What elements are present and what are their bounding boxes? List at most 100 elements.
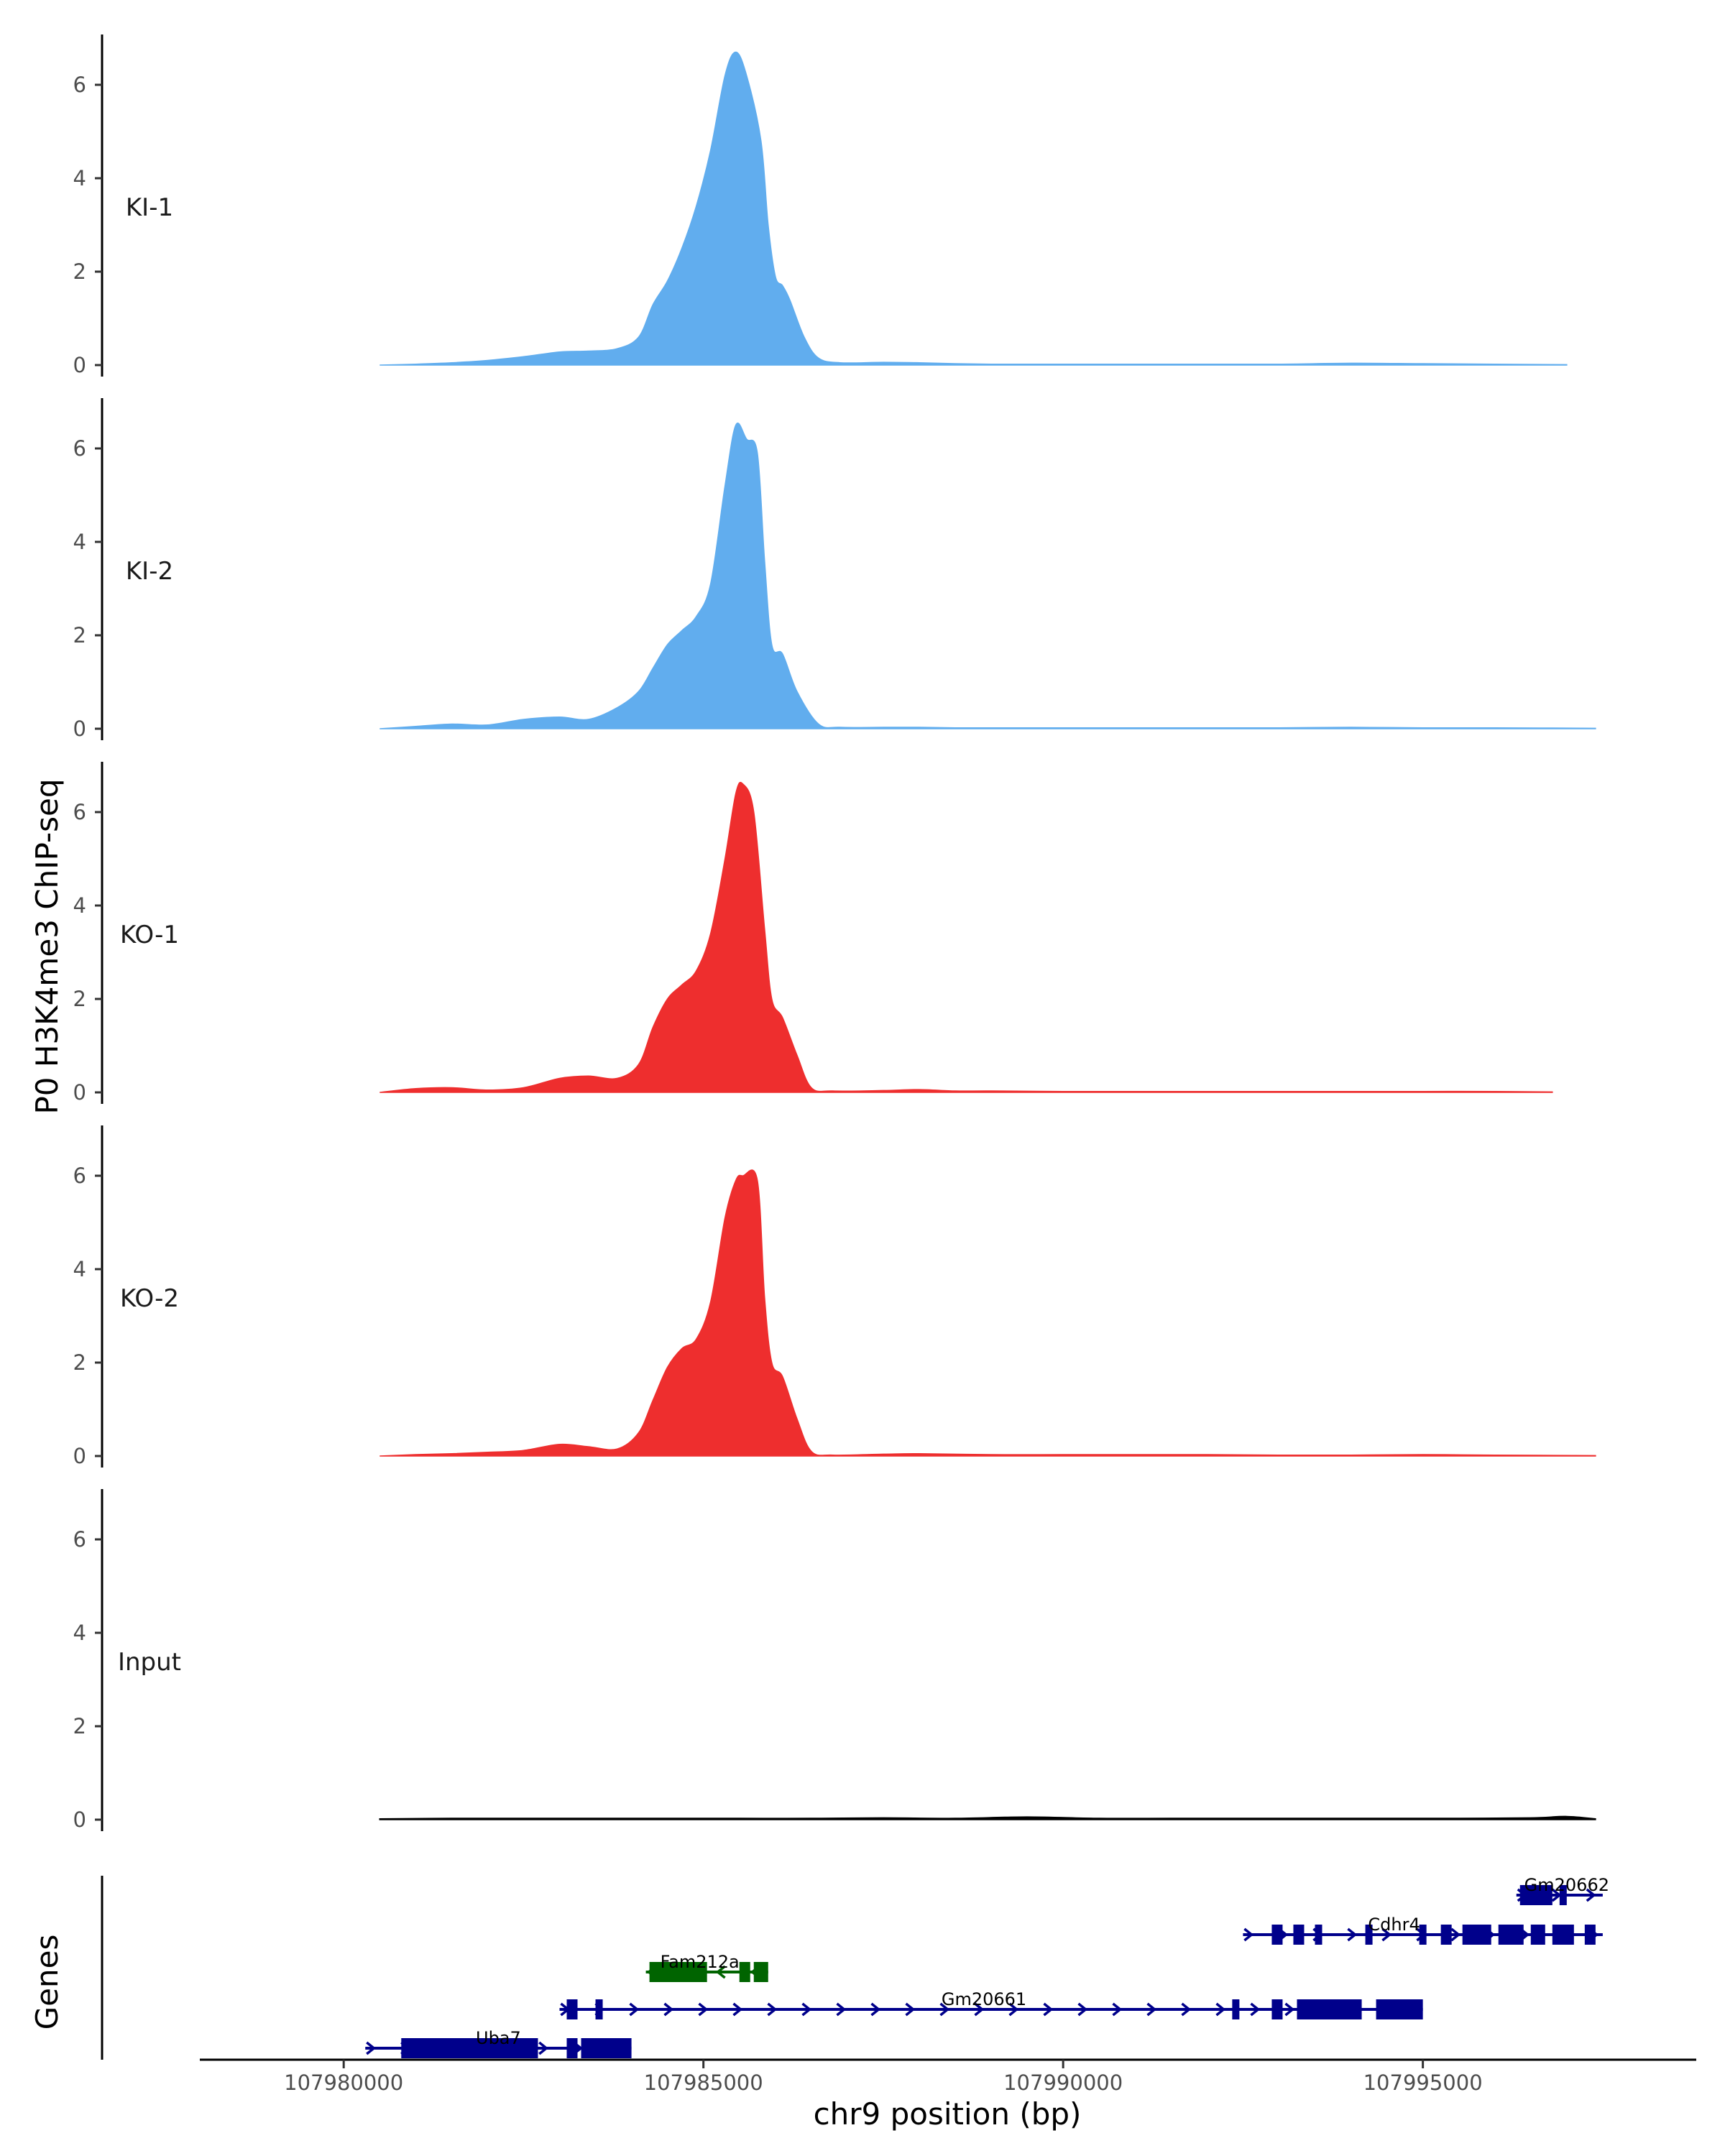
gene-exon <box>1365 1925 1373 1945</box>
strand-arrow <box>663 2002 674 2017</box>
strand-arrow <box>1215 2002 1226 2017</box>
track-label: Input <box>118 1648 181 1677</box>
strand-arrow <box>1181 2002 1192 2017</box>
gene-exon <box>753 1962 768 1982</box>
gene-exon <box>401 2038 538 2058</box>
gene-exon <box>581 2038 632 2058</box>
track-input: 0 2 4 6 Input <box>73 1489 1596 1832</box>
y-tick-label: 4 <box>73 166 86 190</box>
gene-exon <box>649 1962 707 1982</box>
strand-arrow <box>974 2002 985 2017</box>
y-tick-label: 6 <box>73 1164 86 1188</box>
gene-exon <box>1552 1925 1574 1945</box>
track-ko-2: 0 2 4 6 KO-2 <box>73 1125 1596 1468</box>
strand-arrow <box>715 1965 726 1979</box>
strand-arrow <box>905 2002 916 2017</box>
x-tick-label: 107990000 <box>1003 2070 1123 2095</box>
coverage-tracks: 0 2 4 6 KI-1 0 2 4 6 KI-2 0 2 4 6 KO-1 0 2 4 6 KO-2 0 2 4 6 Inpu… <box>73 34 1596 1832</box>
gene-exon <box>1584 1925 1596 1945</box>
y-tick-label: 4 <box>73 1621 86 1645</box>
gene-cdhr4: Cdhr4 <box>1243 1915 1603 1945</box>
gene-exon <box>1297 1999 1362 2019</box>
gene-exon <box>595 1999 603 2019</box>
strand-arrow <box>1347 1927 1358 1942</box>
gene-exon <box>1315 1925 1322 1945</box>
strand-arrow <box>801 2002 812 2017</box>
strand-arrow <box>698 2002 709 2017</box>
gene-exon <box>1462 1925 1491 1945</box>
strand-arrow <box>1008 2002 1019 2017</box>
track-ki-1: 0 2 4 6 KI-1 <box>73 34 1568 377</box>
gene-exon <box>1271 1999 1283 2019</box>
x-tick-label: 107985000 <box>644 2070 763 2095</box>
gene-exon <box>1232 1999 1240 2019</box>
genes-axis-title: Genes <box>29 1935 65 2030</box>
gene-fam212a: Fam212a <box>645 1952 768 1982</box>
gene-gm20662: Gm20662 <box>1516 1875 1609 1905</box>
gene-exon <box>566 2038 578 2058</box>
gene-annotation-panel: Gm20662 Cdhr4 Fam212a Gm20661 Uba7 <box>101 1875 1609 2060</box>
strand-arrow <box>939 2002 950 2017</box>
strand-arrow <box>1077 2002 1088 2017</box>
y-tick-label: 2 <box>73 1350 86 1375</box>
y-tick-label: 6 <box>73 1527 86 1552</box>
gene-label: Cdhr4 <box>1368 1915 1420 1935</box>
gene-exon <box>1530 1925 1545 1945</box>
y-tick-label: 6 <box>73 800 86 824</box>
strand-arrow <box>1250 2002 1261 2017</box>
x-axis: 107980000 107985000 107990000 107995000 <box>200 2058 1696 2095</box>
x-tick-label: 107995000 <box>1363 2070 1483 2095</box>
y-tick-label: 2 <box>73 623 86 648</box>
gene-uba7: Uba7 <box>365 2028 632 2058</box>
gene-exon <box>739 1962 750 1982</box>
coverage-area <box>379 1815 1596 1820</box>
track-ki-2: 0 2 4 6 KI-2 <box>73 398 1596 741</box>
y-tick-label: 4 <box>73 530 86 554</box>
strand-arrow <box>870 2002 881 2017</box>
track-label: KI-2 <box>126 557 173 586</box>
y-tick-label: 0 <box>73 1807 86 1832</box>
y-tick-label: 6 <box>73 436 86 461</box>
y-axis-title: P0 H3K4me3 ChIP-seq <box>29 778 65 1114</box>
y-tick-label: 6 <box>73 73 86 97</box>
strand-arrow <box>1043 2002 1054 2017</box>
gene-exon <box>1293 1925 1305 1945</box>
y-tick-label: 2 <box>73 1714 86 1738</box>
strand-arrow <box>629 2002 640 2017</box>
gene-gm20661: Gm20661 <box>559 1989 1423 2019</box>
strand-arrow <box>1146 2002 1157 2017</box>
y-tick-label: 0 <box>73 1080 86 1105</box>
gene-exon <box>1419 1925 1427 1945</box>
track-label: KO-1 <box>120 921 179 949</box>
strand-arrow <box>538 2041 549 2055</box>
gene-exon <box>1519 1885 1552 1905</box>
gene-label: Gm20661 <box>942 1989 1026 2009</box>
gene-exon <box>1498 1925 1524 1945</box>
strand-arrow <box>1381 1927 1392 1942</box>
gene-exon <box>1559 1885 1567 1905</box>
strand-arrow <box>732 2002 743 2017</box>
track-ko-1: 0 2 4 6 KO-1 <box>73 762 1553 1105</box>
y-tick-label: 2 <box>73 259 86 284</box>
gene-exon <box>1271 1925 1283 1945</box>
coverage-area <box>380 51 1568 366</box>
y-tick-label: 0 <box>73 353 86 377</box>
strand-arrow <box>1586 1888 1596 1902</box>
coverage-area <box>380 1169 1596 1457</box>
gene-exon <box>566 1999 578 2019</box>
gene-label: Gm20662 <box>1524 1875 1609 1895</box>
strand-arrow <box>1551 1888 1562 1902</box>
track-label: KI-1 <box>126 193 173 222</box>
gene-label: Uba7 <box>476 2028 521 2048</box>
strand-arrow <box>1112 2002 1123 2017</box>
coverage-area <box>380 423 1596 729</box>
y-tick-label: 0 <box>73 1444 86 1468</box>
strand-arrow <box>1450 1927 1461 1942</box>
x-axis-title: chr9 position (bp) <box>814 2096 1082 2132</box>
gene-exon <box>1440 1925 1452 1945</box>
y-tick-label: 4 <box>73 1257 86 1281</box>
track-label: KO-2 <box>120 1284 179 1313</box>
x-tick-label: 107980000 <box>284 2070 403 2095</box>
strand-arrow <box>1284 2002 1295 2017</box>
